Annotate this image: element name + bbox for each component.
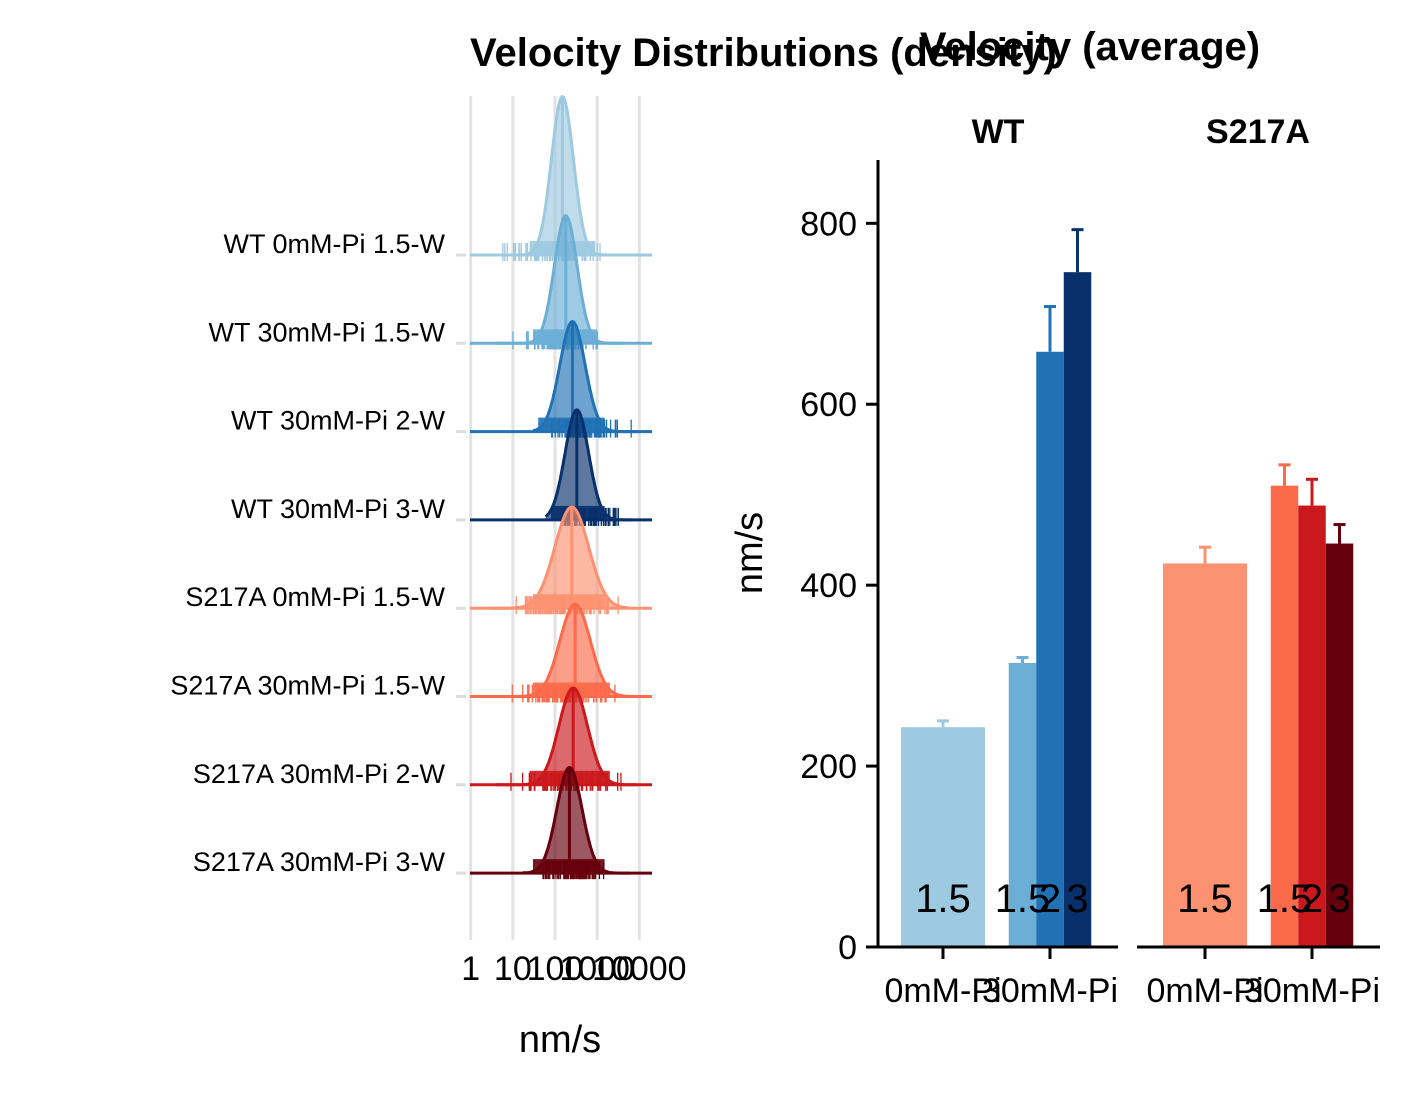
ridge-label: WT 0mM-Pi 1.5-W — [224, 229, 446, 259]
bar-y-tick-label: 400 — [800, 567, 857, 605]
bar-y-axis-label: nm/s — [729, 512, 771, 594]
ridge-label: S217A 30mM-Pi 3-W — [193, 847, 446, 877]
bar-rect — [1325, 543, 1354, 947]
ridge-density-fill — [532, 321, 638, 432]
ridge-density-line — [532, 320, 638, 434]
ridge-label: S217A 0mM-Pi 1.5-W — [185, 582, 445, 612]
bar-y-tick-label: 200 — [800, 748, 857, 786]
bar-label: 3 — [1328, 877, 1350, 921]
ridge-label: S217A 30mM-Pi 2-W — [193, 759, 446, 789]
density-x-tick-label: 1 — [461, 950, 480, 988]
facet-strips: WT S217A — [972, 113, 1310, 151]
bar-x-tick-label: 30mM-Pi — [1244, 972, 1380, 1010]
ridge-density-fill — [490, 507, 630, 609]
ridge-density-line — [500, 602, 636, 698]
bar-S217A-30mM-Pi-1.5 — [1270, 463, 1299, 947]
bar-panel: Velocity (average) WT S217A 1.5 1.52 3 1.5 1.… — [729, 25, 1380, 1010]
ridge-density-fill — [500, 604, 636, 697]
bar-WT-0mM-Pi-1.5 — [901, 719, 985, 947]
bar-title: Velocity (average) — [920, 25, 1260, 69]
ridge-density-line — [483, 94, 627, 257]
bar-label: 1.5 — [915, 877, 971, 921]
ridge-density-line — [490, 505, 630, 610]
ridge-density-fill — [545, 409, 633, 520]
ridge-7: S217A 30mM-Pi 3-W — [193, 766, 652, 880]
bar-y-tick-label: 600 — [800, 386, 857, 424]
ridge-2: WT 30mM-Pi 2-W — [231, 320, 652, 438]
facet-strip-label: S217A — [1206, 113, 1310, 151]
bar-rect — [1063, 272, 1092, 947]
bar-rect — [901, 727, 985, 947]
bar-label: 1.5 — [1257, 877, 1313, 921]
bar-rect — [1270, 485, 1299, 947]
bar-WT-30mM-Pi-2 — [1036, 305, 1064, 947]
bar-label: 3 — [1066, 877, 1088, 921]
ridge-4: S217A 0mM-Pi 1.5-W — [185, 505, 652, 615]
ridge-density-line — [496, 686, 638, 787]
facet-strip-label: WT — [972, 113, 1025, 151]
ridge-6: S217A 30mM-Pi 2-W — [193, 686, 652, 791]
bar-WT-30mM-Pi-1.5 — [1008, 656, 1037, 947]
ridge-density-fill — [483, 96, 627, 255]
density-x-axis-label: nm/s — [519, 1019, 601, 1061]
ridge-density-line — [522, 766, 630, 875]
density-x-tick-label: 10000 — [592, 950, 687, 988]
density-x-tick-label: 1000 — [559, 950, 635, 988]
ridge-label: WT 30mM-Pi 1.5-W — [208, 317, 445, 347]
bar-S217A-0mM-Pi-1.5 — [1163, 545, 1247, 947]
ridge-label: S217A 30mM-Pi 1.5-W — [170, 671, 445, 701]
bar-rect — [1163, 563, 1247, 947]
ridge-3: WT 30mM-Pi 3-W — [231, 408, 652, 526]
bar-y-tick-label: 800 — [800, 205, 857, 243]
bar-rect — [1298, 505, 1326, 947]
ridge-label: WT 30mM-Pi 2-W — [231, 406, 446, 436]
density-x-tick-label: 100 — [527, 950, 584, 988]
ridge-density-line — [544, 408, 633, 522]
ridge-0: WT 0mM-Pi 1.5-W — [224, 94, 652, 261]
bar-S217A-30mM-Pi-2 — [1298, 477, 1326, 947]
bar-y-tick-label: 0 — [838, 929, 857, 967]
bar-rect — [1036, 351, 1064, 947]
bar-x-tick-label: 30mM-Pi — [982, 972, 1118, 1010]
bar-label: 2 — [1039, 877, 1061, 921]
bar-rect — [1008, 662, 1037, 947]
density-ridges: WT 0mM-Pi 1.5-W WT 30mM-Pi 1.5-W WT 30mM-P… — [170, 94, 652, 880]
bar-S217A-30mM-Pi-3 — [1325, 523, 1354, 947]
ridge-density-fill — [525, 767, 630, 874]
ridge-density-fill — [496, 688, 638, 785]
bar-label: 1.5 — [1177, 877, 1233, 921]
ridge-density-fill — [496, 215, 623, 344]
density-x-tick-label: 10 — [494, 950, 532, 988]
bar-x-tick-label: 0mM-Pi — [884, 972, 1001, 1010]
ridge-density-line — [496, 214, 623, 345]
bars: 1.5 1.52 3 1.5 1.52 3 — [901, 228, 1354, 947]
ridge-label: WT 30mM-Pi 3-W — [231, 494, 446, 524]
ridge-5: S217A 30mM-Pi 1.5-W — [170, 602, 652, 703]
bar-label: 1.5 — [995, 877, 1051, 921]
density-title: Velocity Distributions (density) — [470, 31, 1057, 75]
density-panel: WT 0mM-Pi 1.5-W WT 30mM-Pi 1.5-W WT 30mM-P… — [170, 31, 1056, 1061]
bar-x-tick-label: 0mM-Pi — [1146, 972, 1263, 1010]
bar-WT-30mM-Pi-3 — [1063, 228, 1092, 947]
bar-label: 2 — [1301, 877, 1323, 921]
